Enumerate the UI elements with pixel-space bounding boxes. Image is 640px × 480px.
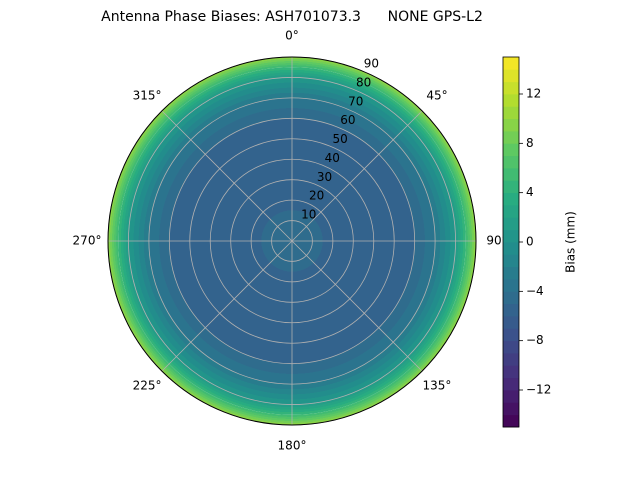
colorbar-band: [503, 316, 519, 329]
colorbar-band: [503, 81, 519, 95]
r-tick-label: 50: [332, 132, 347, 146]
theta-tick-label: 135°: [423, 378, 452, 392]
r-tick-label: 70: [348, 94, 363, 108]
colorbar-band: [503, 106, 519, 120]
colorbar-tick-label: 8: [526, 136, 534, 150]
angular-grid-line: [291, 110, 423, 242]
angular-grid-line: [291, 240, 423, 372]
colorbar-band: [503, 192, 519, 206]
colorbar-tick-label: −4: [526, 284, 544, 298]
colorbar-band: [503, 414, 519, 428]
colorbar-band: [503, 168, 519, 181]
colorbar-band: [503, 205, 519, 218]
colorbar-band: [503, 279, 519, 292]
colorbar-tick-label: 12: [526, 87, 541, 101]
colorbar-band: [503, 340, 519, 354]
colorbar-band: [503, 217, 519, 231]
theta-tick-label: 90°: [486, 234, 507, 248]
colorbar-band: [503, 402, 519, 416]
polar-frame: [107, 56, 477, 426]
theta-tick-label: 315°: [133, 89, 162, 103]
colorbar-band: [503, 353, 519, 366]
theta-tick-label: 180°: [278, 439, 307, 453]
colorbar-band: [503, 390, 519, 403]
angular-grid-line: [161, 110, 293, 242]
r-tick-label: 40: [325, 151, 340, 165]
chart-title: Antenna Phase Biases: ASH701073.3 NONE G…: [101, 9, 483, 25]
colorbar-band: [503, 69, 519, 83]
theta-tick-label: 45°: [426, 89, 447, 103]
colorbar-band: [503, 328, 519, 342]
colorbar-tick-label: 4: [526, 185, 534, 199]
colorbar-band: [503, 94, 519, 107]
theta-tick-label: 225°: [133, 378, 162, 392]
colorbar-tick-label: 0: [526, 235, 534, 249]
colorbar-band: [503, 180, 519, 194]
r-tick-label: 90: [364, 57, 379, 71]
r-tick-label: 80: [356, 75, 371, 89]
r-tick-label: 60: [340, 113, 355, 127]
colorbar-band: [503, 118, 519, 132]
colorbar-tick-label: −8: [526, 333, 544, 347]
r-tick-label: 10: [301, 208, 316, 222]
colorbar-label: Bias (mm): [564, 211, 578, 273]
theta-tick-label: 270°: [73, 234, 102, 248]
theta-tick-label: 0°: [285, 29, 299, 43]
colorbar-band: [503, 377, 519, 391]
colorbar-band: [503, 266, 519, 280]
colorbar-band: [503, 131, 519, 144]
r-tick-label: 30: [317, 170, 332, 184]
colorbar-band: [503, 254, 519, 268]
r-tick-label: 20: [309, 189, 324, 203]
colorbar-band: [503, 365, 519, 379]
colorbar-band: [503, 303, 519, 317]
colorbar-band: [503, 57, 519, 70]
colorbar-band: [503, 229, 519, 243]
colorbar-band: [503, 143, 519, 157]
colorbar-tick-label: −12: [526, 383, 551, 397]
colorbar-band: [503, 242, 519, 255]
colorbar-band: [503, 155, 519, 169]
angular-grid-line: [161, 240, 293, 372]
colorbar-band: [503, 291, 519, 305]
